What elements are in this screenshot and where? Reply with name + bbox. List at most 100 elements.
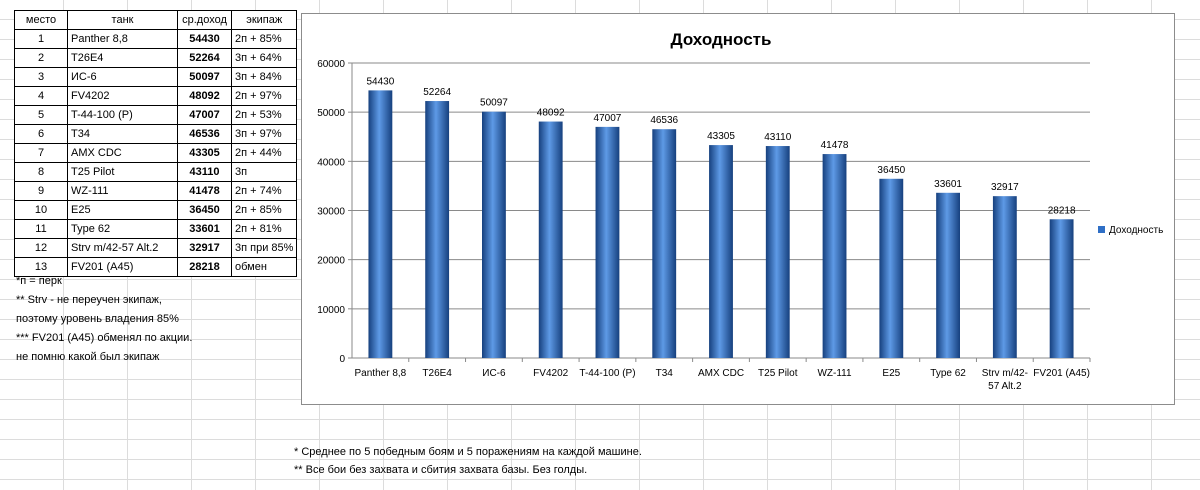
cell-crew[interactable]: 2п + 53% [230,105,298,125]
header-income[interactable]: ср.доход [177,10,232,30]
cell-tank[interactable]: FV4202 [67,86,178,106]
cell-income[interactable]: 43110 [177,162,232,182]
cell-crew[interactable]: 3п + 97% [230,124,298,144]
cell-income[interactable]: 54430 [177,29,232,49]
data-label: 43110 [764,132,792,143]
cell-income[interactable]: 33601 [177,219,232,239]
header-rank[interactable]: место [14,10,68,30]
chart-title: Доходность [671,30,772,49]
cell-tank[interactable]: T34 [67,124,178,144]
bar [822,154,847,358]
cell-rank[interactable]: 3 [14,67,68,87]
bar [1049,219,1074,358]
category-label: E25 [882,368,900,379]
header-crew[interactable]: экипаж [230,10,298,30]
chart-container[interactable]: Доходность 0 10000 20000 30000 40000 50000 6000… [301,13,1175,405]
cell-income[interactable]: 32917 [177,238,232,258]
cell-rank[interactable]: 11 [14,219,68,239]
cell-crew[interactable]: 2п + 81% [230,219,298,239]
legend-swatch [1098,226,1105,233]
cell-rank[interactable]: 9 [14,181,68,201]
table-row: 12 Strv m/42-57 Alt.2 32917 3п при 85% [14,238,298,258]
category-label: Strv m/42- [982,368,1028,379]
cell-income[interactable]: 41478 [177,181,232,201]
y-tick-label: 40000 [317,157,345,168]
cell-tank[interactable]: Panther 8,8 [67,29,178,49]
income-table: место танк ср.доход экипаж 1 Panther 8,8 5… [14,10,298,277]
bar [765,146,790,358]
table-row: 7 AMX CDC 43305 2п + 44% [14,143,298,163]
data-label: 50097 [480,98,508,109]
cell-rank[interactable]: 6 [14,124,68,144]
cell-income[interactable]: 48092 [177,86,232,106]
category-label: 57 Alt.2 [988,381,1022,392]
cell-income[interactable]: 46536 [177,124,232,144]
category-label: T-44-100 (Р) [579,368,635,379]
cell-crew[interactable]: обмен [230,257,298,277]
cell-crew[interactable]: 2п + 97% [230,86,298,106]
cell-crew[interactable]: 3п при 85% [230,238,298,258]
table-row: 6 T34 46536 3п + 97% [14,124,298,144]
bar [368,90,393,358]
cell-crew[interactable]: 2п + 44% [230,143,298,163]
cell-rank[interactable]: 10 [14,200,68,220]
cell-income[interactable]: 47007 [177,105,232,125]
bar [992,196,1017,358]
cell-crew[interactable]: 3п + 84% [230,67,298,87]
cell-tank[interactable]: FV201 (A45) [67,257,178,277]
category-label: FV4202 [533,368,568,379]
cell-rank[interactable]: 1 [14,29,68,49]
bar [595,126,620,358]
category-label: T34 [656,368,674,379]
cell-crew[interactable]: 3п [230,162,298,182]
cell-tank[interactable]: WZ-111 [67,181,178,201]
income-bar-chart: Доходность 0 10000 20000 30000 40000 50000 6000… [317,30,1163,392]
cell-rank[interactable]: 12 [14,238,68,258]
data-label: 32917 [991,182,1019,193]
cell-rank[interactable]: 4 [14,86,68,106]
note-line: поэтому уровень владения 85% [16,313,179,325]
table-row: 13 FV201 (A45) 28218 обмен [14,257,298,277]
cell-tank[interactable]: T-44-100 (Р) [67,105,178,125]
bar [425,101,450,358]
cell-rank[interactable]: 8 [14,162,68,182]
category-label: Panther 8,8 [355,368,407,379]
bar [538,121,563,358]
cell-income[interactable]: 52264 [177,48,232,68]
cell-tank[interactable]: T25 Pilot [67,162,178,182]
cell-rank[interactable]: 5 [14,105,68,125]
bottom-note-line: * Среднее по 5 победным боям и 5 поражен… [294,446,642,458]
bar [879,178,904,358]
bar [936,192,960,358]
y-tick-label: 30000 [317,207,345,218]
category-label: AMX CDC [698,368,744,379]
cell-rank[interactable]: 2 [14,48,68,68]
bar [709,145,733,358]
bottom-note-line: ** Все бои без захвата и сбития захвата … [294,464,588,476]
cell-rank[interactable]: 13 [14,257,68,277]
cell-tank[interactable]: Strv m/42-57 Alt.2 [67,238,178,258]
cell-tank[interactable]: T26E4 [67,48,178,68]
data-label: 46536 [650,115,678,126]
cell-income[interactable]: 43305 [177,143,232,163]
cell-crew[interactable]: 2п + 74% [230,181,298,201]
cell-tank[interactable]: AMX CDC [67,143,178,163]
category-label: FV201 (A45) [1033,368,1090,379]
table-row: 11 Type 62 33601 2п + 81% [14,219,298,239]
data-label: 41478 [821,140,849,151]
cell-crew[interactable]: 2п + 85% [230,200,298,220]
cell-income[interactable]: 36450 [177,200,232,220]
table-row: 10 E25 36450 2п + 85% [14,200,298,220]
y-tick-label: 20000 [317,256,345,267]
header-tank[interactable]: танк [67,10,178,30]
cell-rank[interactable]: 7 [14,143,68,163]
cell-crew[interactable]: 3п + 64% [230,48,298,68]
y-tick-label: 0 [339,354,345,365]
cell-tank[interactable]: ИС-6 [67,67,178,87]
data-label: 36450 [877,165,905,176]
cell-tank[interactable]: E25 [67,200,178,220]
category-label: ИС-6 [482,368,506,379]
cell-tank[interactable]: Type 62 [67,219,178,239]
cell-crew[interactable]: 2п + 85% [230,29,298,49]
cell-income[interactable]: 50097 [177,67,232,87]
